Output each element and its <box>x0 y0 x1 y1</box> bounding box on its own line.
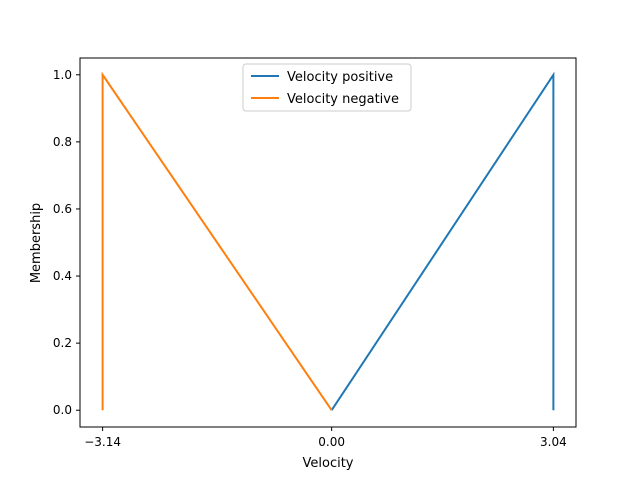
y-tick-label: 0.0 <box>53 403 72 417</box>
y-axis-label: Membership <box>29 203 44 283</box>
legend-box <box>242 63 412 112</box>
y-tick-label: 0.8 <box>53 135 72 149</box>
y-tick-label: 0.6 <box>53 202 72 216</box>
legend: Velocity positive Velocity negative <box>242 63 412 112</box>
series-line-velocity-negative <box>101 71 333 411</box>
series-layer <box>101 71 555 411</box>
x-tick-label: 3.04 <box>540 435 567 449</box>
x-tick-label: 0.00 <box>318 435 345 449</box>
y-tick-label: 1.0 <box>53 68 72 82</box>
series-line-velocity-positive <box>330 71 555 411</box>
x-axis-ticks: −3.14 0.00 3.04 <box>84 427 567 449</box>
plot-frame <box>79 57 577 428</box>
legend-label-velocity-negative: Velocity negative <box>287 92 399 107</box>
y-axis-ticks: 0.0 0.2 0.4 0.6 0.8 1.0 <box>53 68 80 417</box>
legend-label-velocity-positive: Velocity positive <box>287 70 393 85</box>
x-axis-label: Velocity <box>303 456 354 471</box>
y-tick-label: 0.2 <box>53 336 72 350</box>
y-tick-label: 0.4 <box>53 269 72 283</box>
x-tick-label: −3.14 <box>84 435 121 449</box>
